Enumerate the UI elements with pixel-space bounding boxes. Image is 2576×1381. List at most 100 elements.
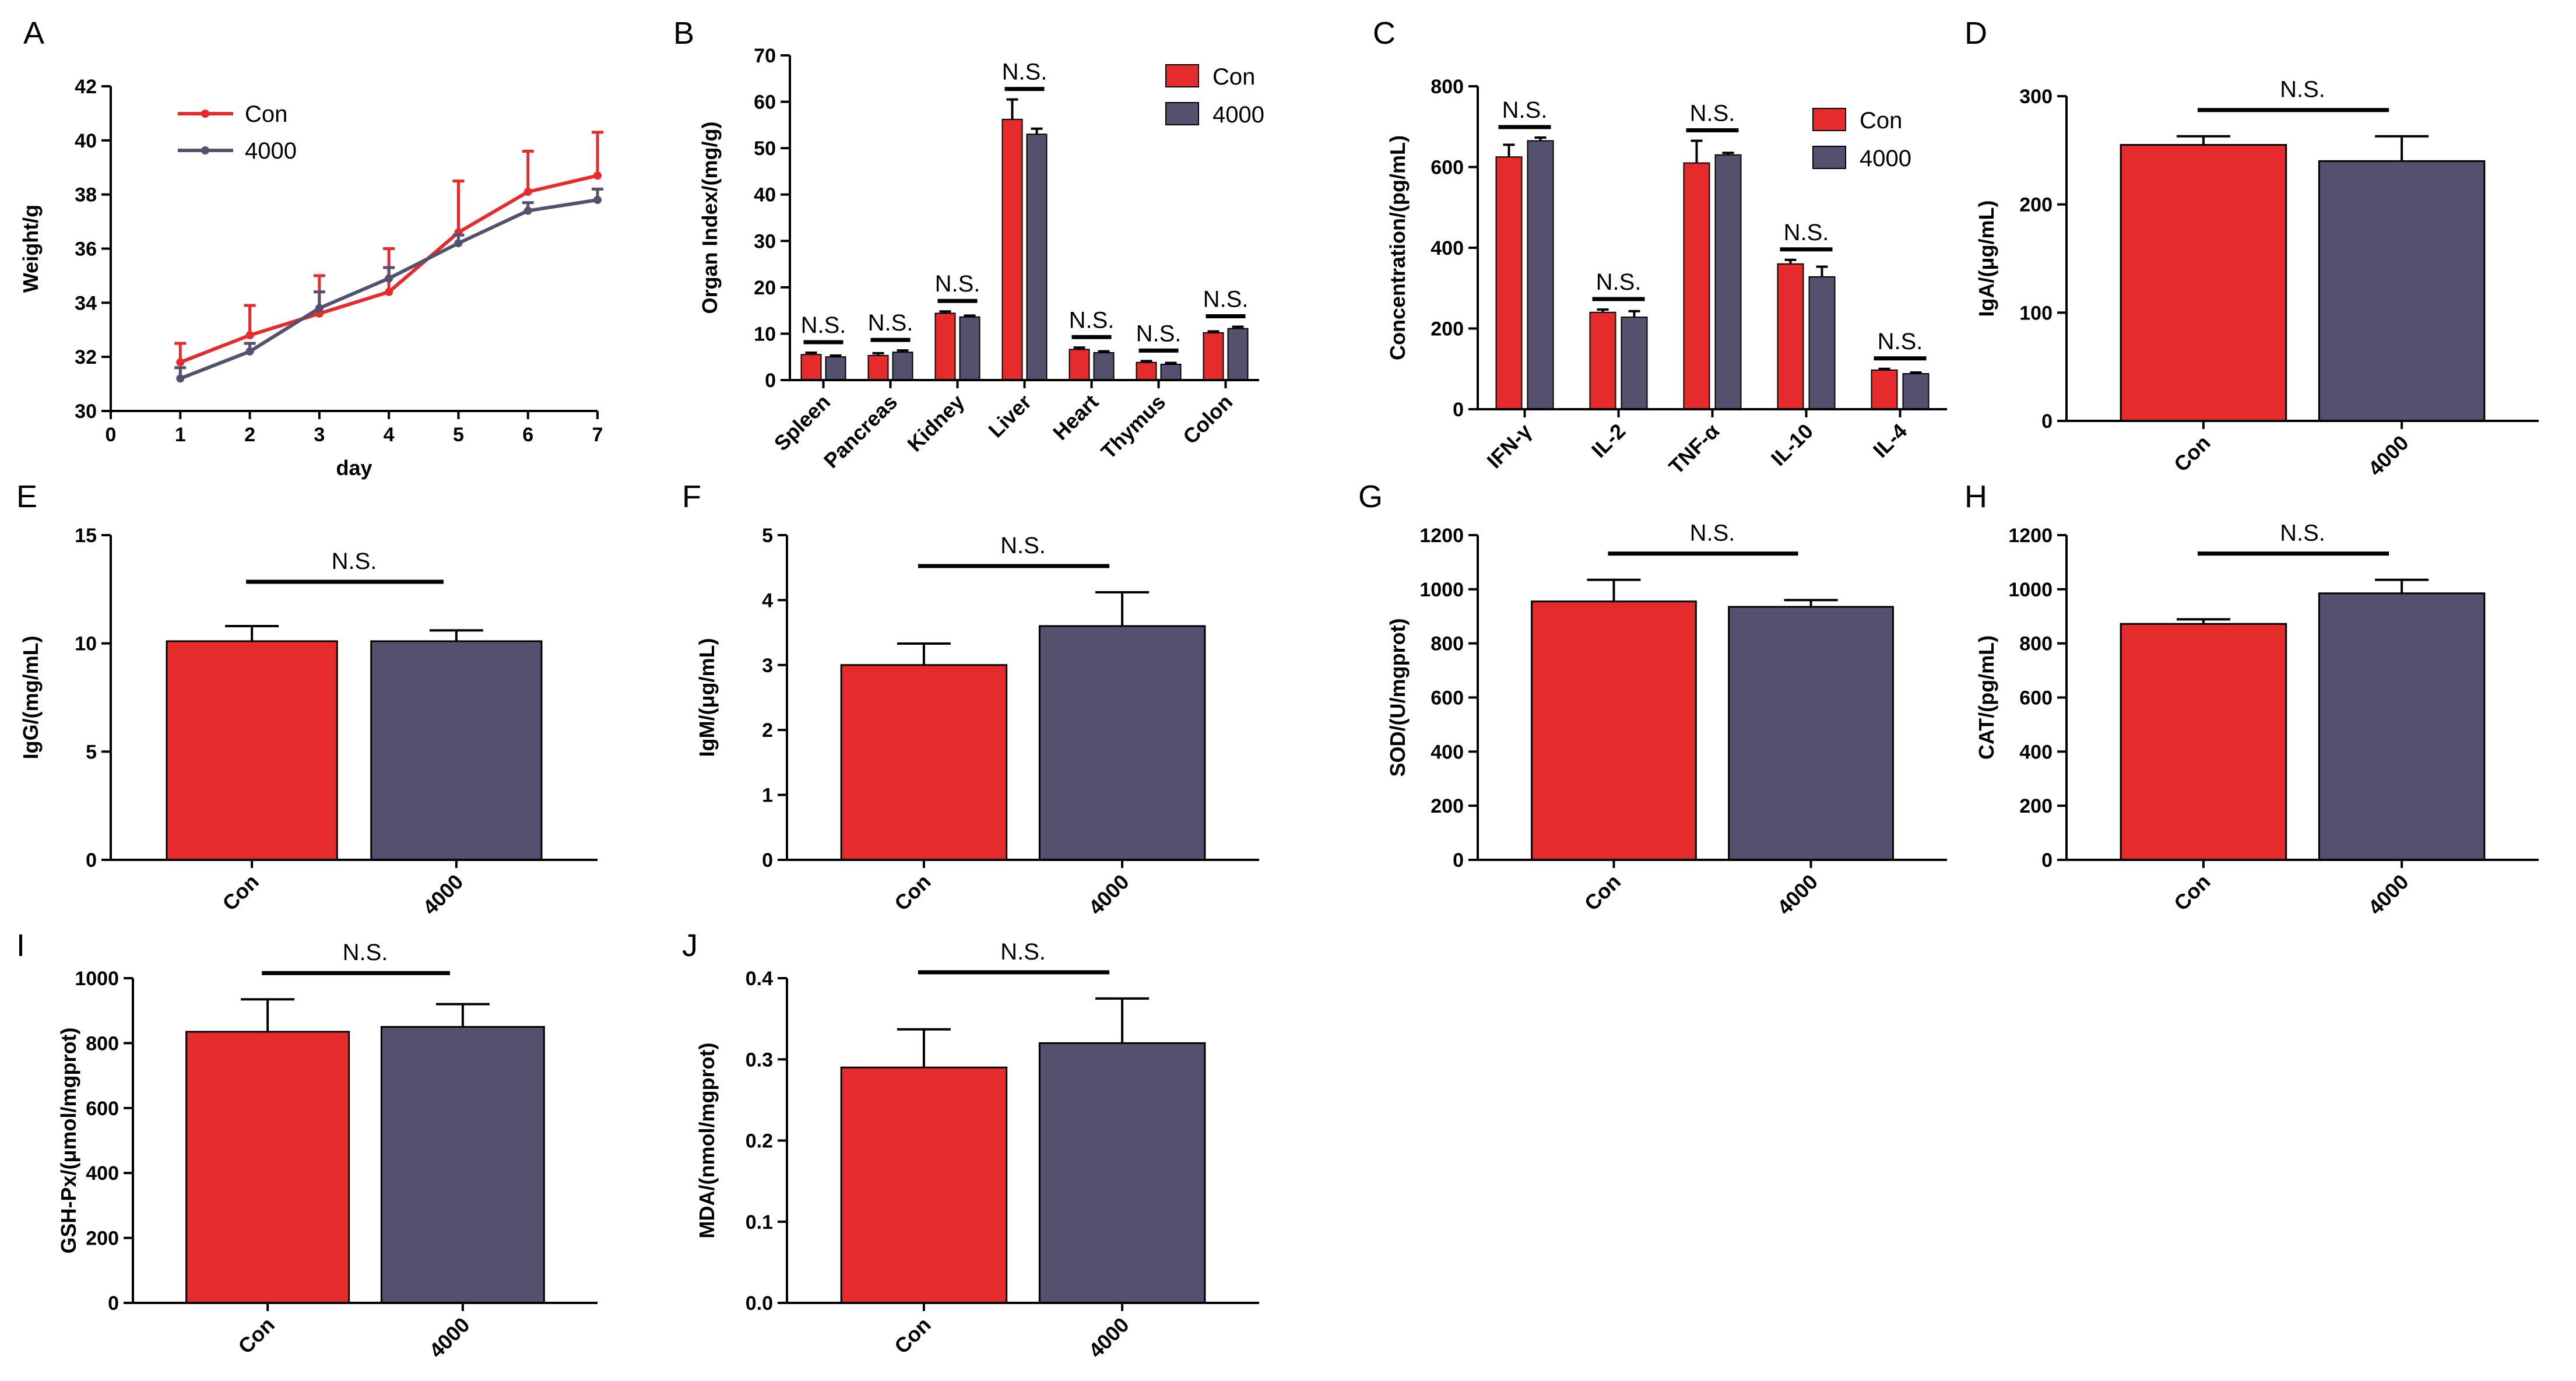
bar-4000 xyxy=(380,1026,545,1304)
y-tick-label: 0 xyxy=(2041,410,2053,433)
bar-con xyxy=(1531,600,1697,861)
ns-annotation: N.S. xyxy=(1596,269,1642,295)
bar-4000 xyxy=(1093,352,1115,381)
legend-label: 4000 xyxy=(1213,102,1264,128)
x-tick-label: Con xyxy=(233,1313,279,1358)
x-tick-label: IL-4 xyxy=(1868,419,1911,462)
data-point xyxy=(523,206,532,215)
legend-label: 4000 xyxy=(245,138,297,164)
x-tick-label: TNF-α xyxy=(1664,419,1724,479)
bar-con xyxy=(1495,156,1523,410)
x-tick-label: Pancreas xyxy=(819,390,902,473)
bar-4000 xyxy=(1714,154,1742,410)
bar-con xyxy=(185,1031,350,1304)
x-tick-label: Con xyxy=(1580,870,1625,915)
y-axis-label: IgA/(μg/mL) xyxy=(1974,201,1998,317)
ns-annotation: N.S. xyxy=(1203,286,1249,312)
y-tick-label: 100 xyxy=(2019,302,2053,324)
data-point xyxy=(454,239,463,248)
panel-j: J 0.0 0.1 0.2 0.3 0.4 MDA/(nmol/mgprot) Con 4000… xyxy=(682,928,1259,1362)
ns-annotation: N.S. xyxy=(1069,307,1115,333)
y-tick-label: 200 xyxy=(86,1228,119,1250)
x-tick-label: 4000 xyxy=(1773,870,1823,920)
series-4000 xyxy=(174,187,603,383)
panel-label: F xyxy=(682,479,701,514)
series-con xyxy=(174,131,603,367)
panel-label: D xyxy=(1964,16,1987,51)
y-tick-label: 200 xyxy=(1431,795,1464,817)
bar-4000 xyxy=(1728,606,1894,861)
y-tick-label: 38 xyxy=(75,184,97,206)
y-tick-label: 60 xyxy=(754,92,776,114)
x-tick-label: 6 xyxy=(522,424,533,446)
bar-con xyxy=(1683,162,1710,410)
y-tick-label: 10 xyxy=(75,633,97,655)
ns-annotation: N.S. xyxy=(1690,100,1735,126)
data-point xyxy=(176,374,185,383)
y-axis-label: IgM/(μg/mL) xyxy=(695,638,719,757)
y-tick-label: 800 xyxy=(86,1032,119,1055)
y-tick-label: 1 xyxy=(762,785,773,807)
panel-e: E 0 5 10 15 IgG/(mg/mL) Con 4000 N.S. xyxy=(16,479,598,919)
x-tick-label: 2 xyxy=(244,424,255,446)
bar-4000 xyxy=(1038,1042,1206,1304)
y-tick-label: 10 xyxy=(754,323,776,345)
y-tick-label: 0.1 xyxy=(746,1211,773,1234)
legend-label: Con xyxy=(1213,64,1255,90)
bar-4000 xyxy=(1026,133,1048,381)
y-axis-label: Weight/g xyxy=(19,205,43,293)
panel-label: J xyxy=(682,928,698,963)
y-tick-label: 0 xyxy=(1453,399,1464,421)
bar-4000 xyxy=(1808,276,1836,410)
legend-marker xyxy=(201,110,209,118)
y-tick-label: 2 xyxy=(762,719,773,742)
y-tick-label: 34 xyxy=(75,292,97,314)
y-tick-label: 30 xyxy=(754,230,776,252)
y-tick-label: 200 xyxy=(2019,795,2053,817)
y-tick-label: 600 xyxy=(1431,157,1464,179)
x-tick-label: 4000 xyxy=(2363,431,2413,481)
y-tick-label: 400 xyxy=(1431,741,1464,763)
y-tick-label: 600 xyxy=(2019,687,2053,709)
panel-label: C xyxy=(1373,16,1396,51)
y-tick-label: 5 xyxy=(86,741,97,763)
data-point xyxy=(385,274,393,283)
x-tick-label: Spleen xyxy=(769,390,835,455)
x-tick-label: IFN-γ xyxy=(1482,419,1537,473)
y-tick-label: 0.2 xyxy=(746,1130,773,1152)
x-tick-label: Con xyxy=(890,870,935,915)
y-tick-label: 1000 xyxy=(75,968,119,990)
bar-con xyxy=(1203,332,1224,381)
bar-4000 xyxy=(1227,328,1249,381)
panel-h: H 0 200 400 600 800 1000 1200 CAT/(pg/mL) Con 4000… xyxy=(1964,479,2539,919)
x-tick-label: 4000 xyxy=(1084,870,1134,920)
x-tick-label: 1 xyxy=(175,424,186,446)
y-axis-label: CAT/(pg/mL) xyxy=(1974,635,1998,760)
panel-b: B 0 10 20 30 40 50 60 70 Organ Index/(mg/g) N.S. Sp… xyxy=(673,16,1264,473)
bar-con xyxy=(166,640,338,861)
x-tick-label: Kidney xyxy=(902,390,969,456)
legend-label: Con xyxy=(245,101,287,127)
y-tick-label: 400 xyxy=(1431,237,1464,259)
y-axis-label: Organ Index/(mg/g) xyxy=(698,121,722,314)
y-tick-label: 1000 xyxy=(2008,579,2053,601)
y-tick-label: 40 xyxy=(754,184,776,206)
ns-annotation: N.S. xyxy=(1784,220,1829,245)
bar-4000 xyxy=(1160,363,1182,381)
bar-4000 xyxy=(370,640,543,861)
panel-c: C 0 200 400 600 800 Concentration/(pg/mL) N.S. I… xyxy=(1373,16,1947,479)
ns-annotation: N.S. xyxy=(1136,321,1182,346)
x-tick-label: 3 xyxy=(314,424,325,446)
ns-annotation: N.S. xyxy=(868,310,913,336)
ns-annotation: N.S. xyxy=(1690,521,1735,546)
panel-label: B xyxy=(673,16,694,51)
y-tick-label: 32 xyxy=(75,346,97,368)
ns-annotation: N.S. xyxy=(2280,521,2325,546)
legend-label: 4000 xyxy=(1860,146,1911,171)
ns-annotation: N.S. xyxy=(343,940,388,965)
bar-con xyxy=(840,664,1008,861)
y-tick-label: 200 xyxy=(1431,318,1464,340)
x-tick-label: Con xyxy=(217,870,263,915)
